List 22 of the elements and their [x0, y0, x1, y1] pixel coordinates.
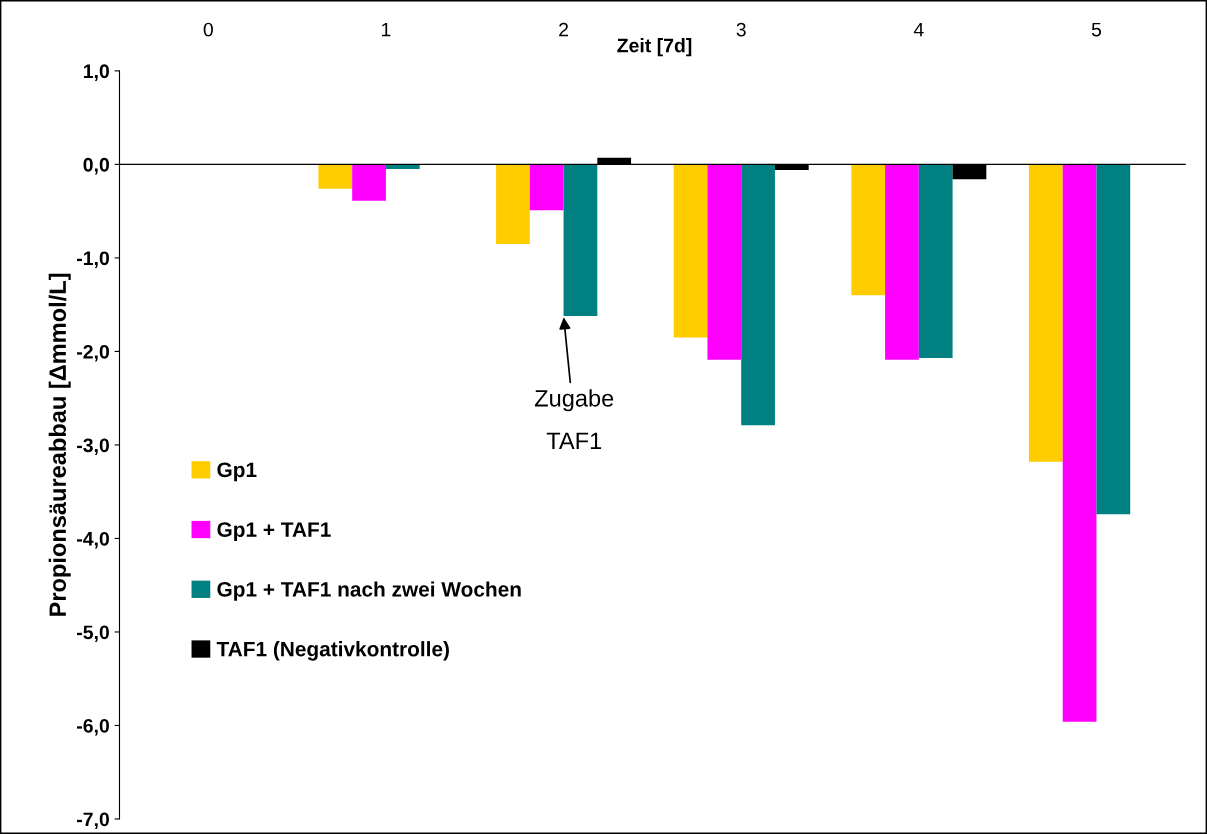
- y-tick-label: -7,0: [77, 812, 109, 830]
- y-tick-label: -3,0: [77, 438, 109, 455]
- x-axis-title: Zeit [7d]: [617, 38, 692, 57]
- y-tick-label: -4,0: [77, 531, 109, 549]
- x-tick-label: 5: [1091, 22, 1102, 37]
- y-axis-title: Propionsäureabbau [Δmmol/L]: [48, 273, 71, 616]
- y-tick-label: -5,0: [77, 625, 109, 643]
- annotation: Zugabe TAF1: [534, 389, 614, 449]
- x-tick-label: 3: [736, 22, 746, 37]
- legend-label: Gp1: [217, 462, 257, 482]
- x-tick-label: 4: [913, 22, 924, 37]
- legend-label: TAF1 (Negativkontrolle): [216, 641, 449, 661]
- x-tick-label: 1: [382, 22, 391, 37]
- y-tick-label: -2,0: [77, 344, 109, 362]
- x-tick-label: 0: [203, 22, 213, 37]
- y-tick-label: 0,0: [83, 157, 109, 175]
- legend-label: Gp1 + TAF1 nach zwei Wochen: [217, 581, 521, 601]
- y-tick-label: -6,0: [77, 718, 109, 736]
- y-tick-label: 1,0: [83, 64, 109, 81]
- x-tick-label: 2: [559, 22, 568, 37]
- y-tick-label: -1,0: [77, 251, 109, 268]
- legend-label: Gp1 + TAF1: [217, 522, 331, 542]
